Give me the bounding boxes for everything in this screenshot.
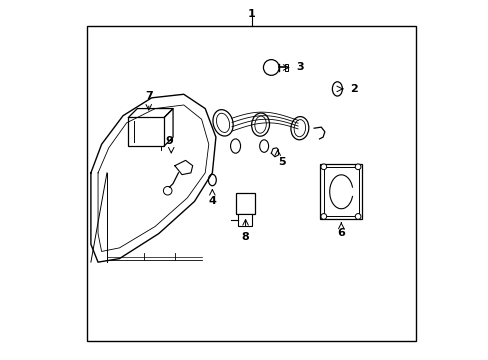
Ellipse shape	[290, 117, 308, 140]
Ellipse shape	[208, 174, 216, 186]
Ellipse shape	[213, 110, 233, 136]
Bar	[235, 193, 255, 214]
Bar	[87, 26, 415, 341]
Text: 1: 1	[247, 9, 255, 19]
Text: 2: 2	[349, 84, 357, 94]
Circle shape	[263, 60, 279, 75]
Text: 4: 4	[208, 196, 216, 206]
Text: 3: 3	[296, 63, 304, 72]
Circle shape	[320, 164, 326, 170]
Ellipse shape	[332, 82, 342, 96]
Bar	[284, 64, 287, 71]
Bar	[319, 164, 362, 219]
Text: 6: 6	[337, 228, 345, 238]
Ellipse shape	[230, 139, 240, 153]
Bar	[238, 214, 251, 226]
Bar	[323, 167, 358, 216]
Circle shape	[354, 164, 360, 170]
Text: 8: 8	[241, 232, 249, 242]
Text: 9: 9	[165, 136, 173, 146]
Text: 5: 5	[278, 157, 285, 167]
Ellipse shape	[251, 113, 269, 136]
Bar	[128, 117, 164, 146]
Circle shape	[354, 213, 360, 219]
Ellipse shape	[259, 140, 268, 152]
Circle shape	[320, 213, 326, 219]
Text: 7: 7	[144, 91, 152, 102]
